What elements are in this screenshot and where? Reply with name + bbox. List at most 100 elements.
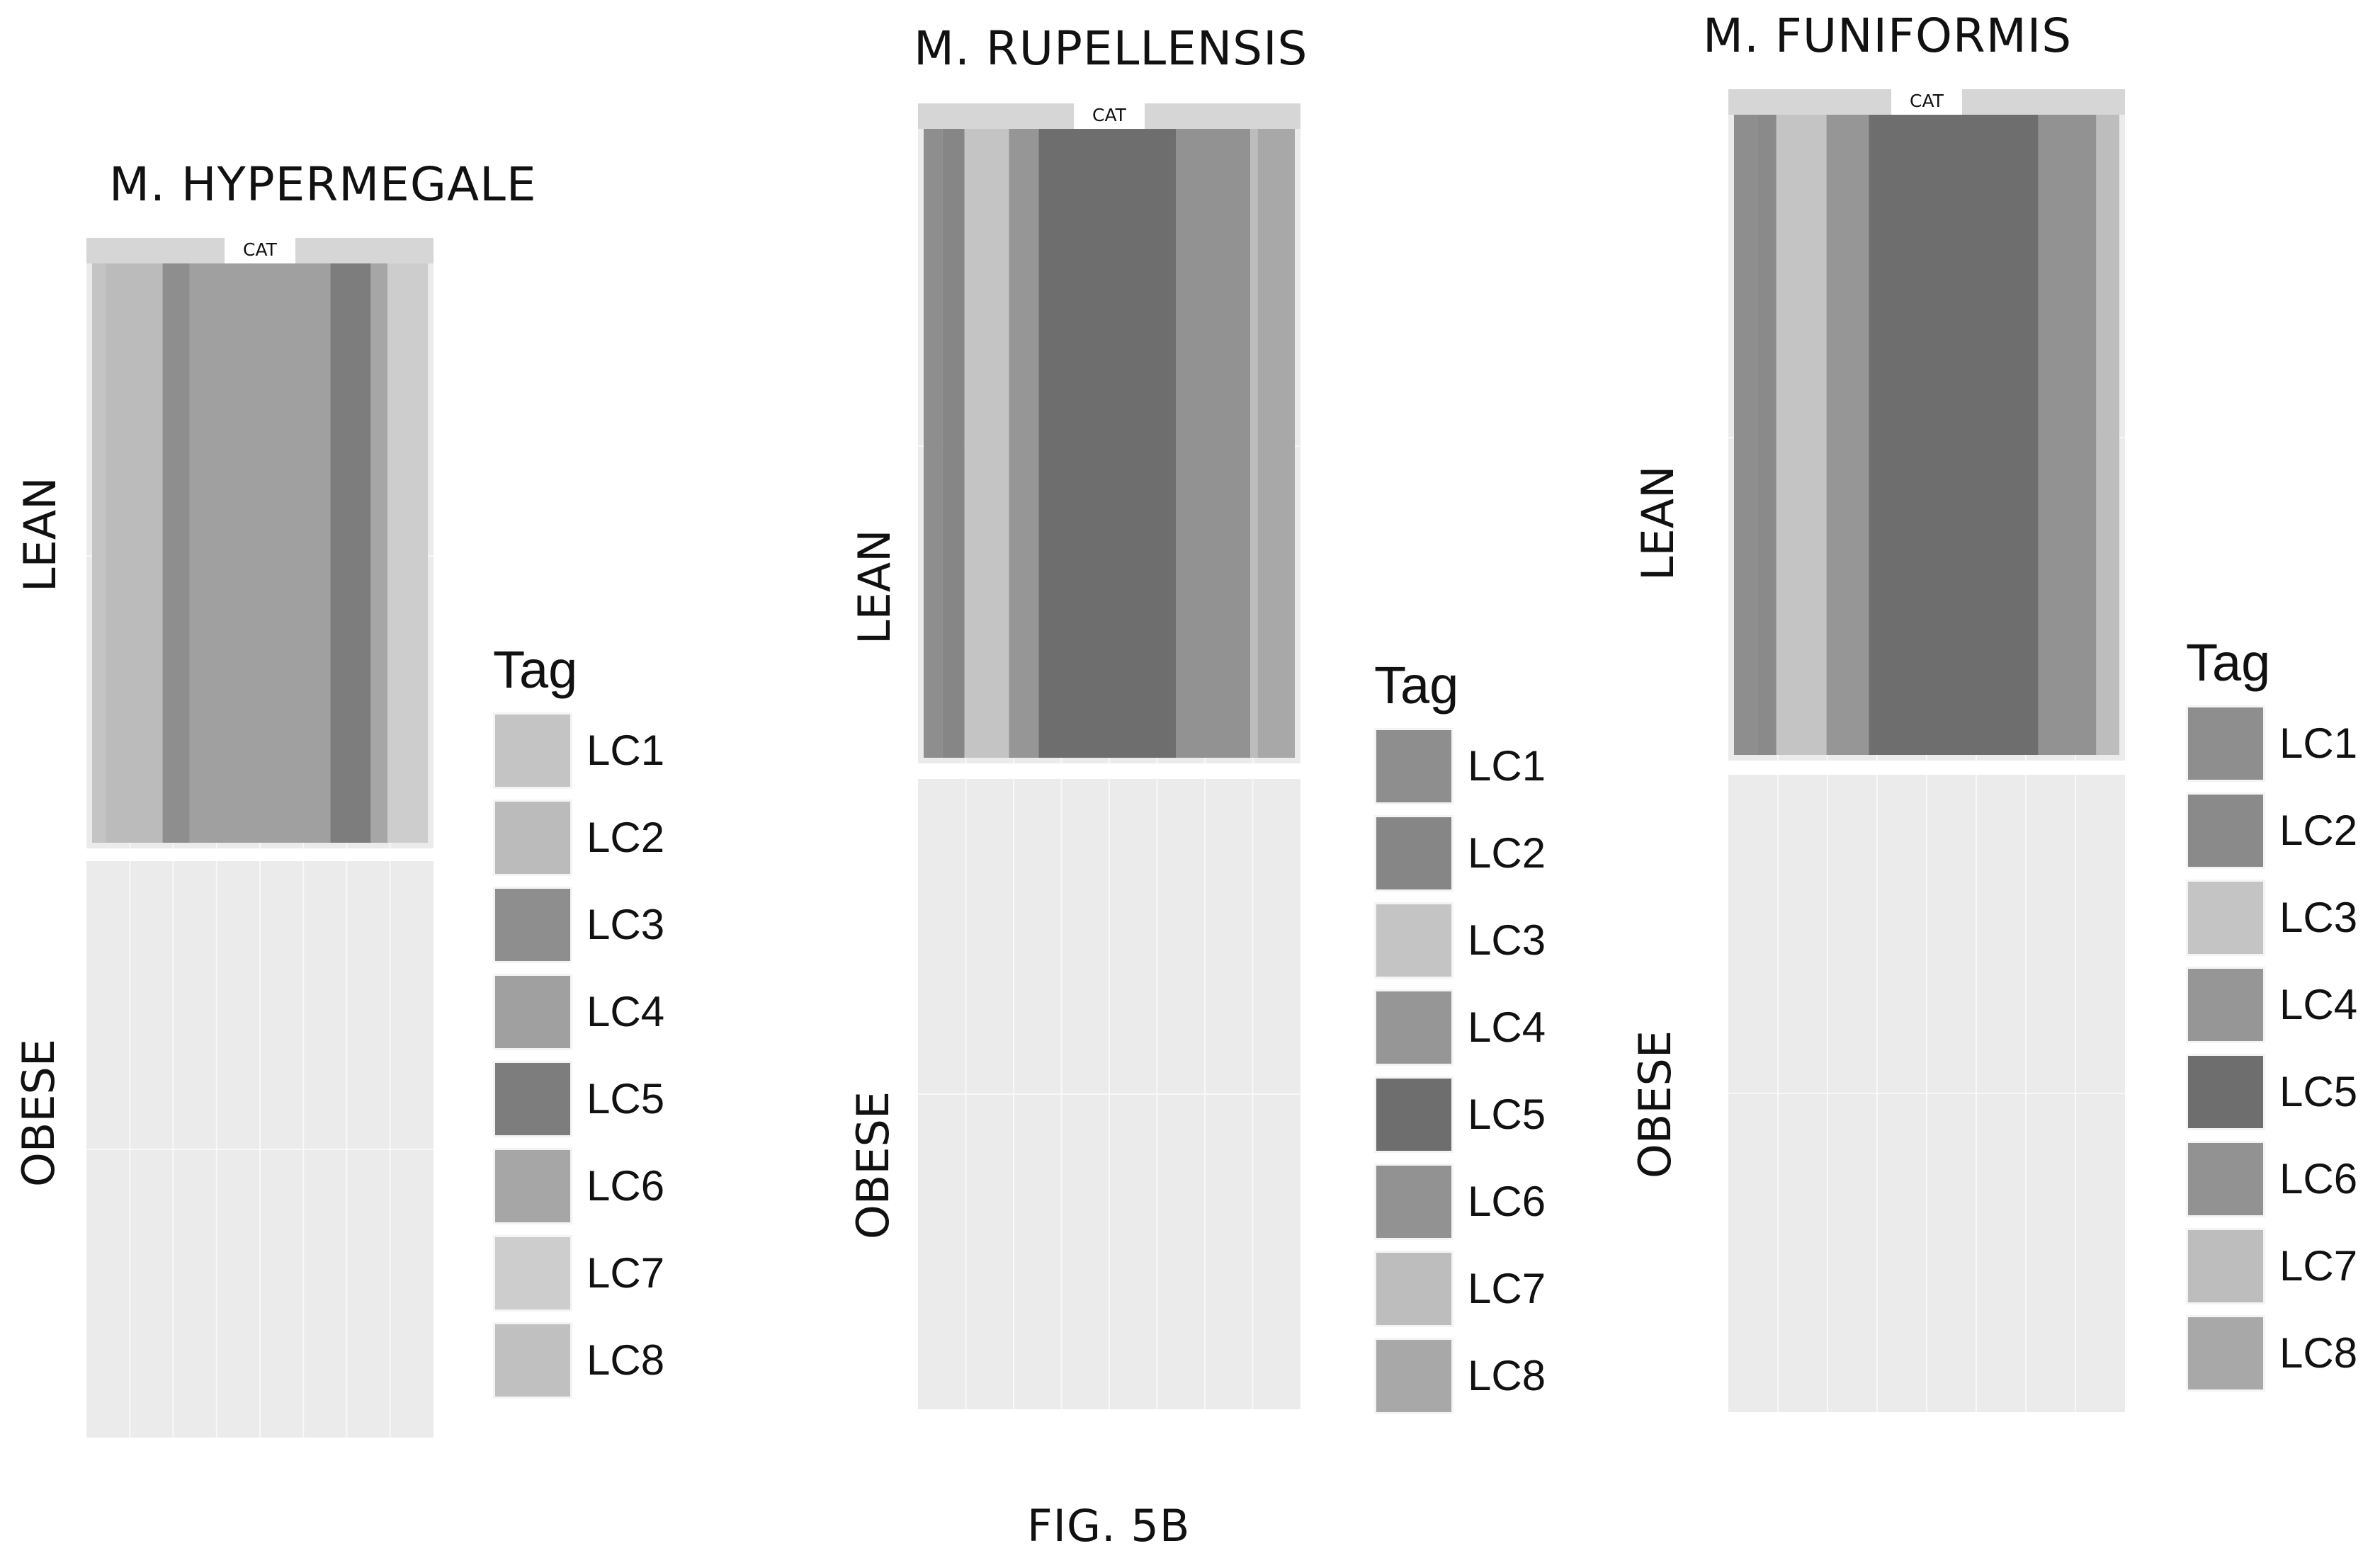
bar-segment-lc1 (92, 263, 106, 843)
legend-item-lc1: LC1 (2186, 700, 2357, 787)
row-label-lean: LEAN (14, 477, 66, 592)
bar-segment-lc7 (387, 263, 428, 843)
facet-strip: CAT (1728, 89, 2125, 115)
legend-swatch (493, 886, 572, 963)
facet-plot (1728, 775, 2125, 1412)
legend: Tag LC1 LC2 LC3 LC4 LC5 LC6 LC7 LC8 (493, 642, 664, 1404)
legend-label: LC6 (1468, 1178, 1546, 1225)
legend-item-lc6: LC6 (2186, 1135, 2357, 1222)
legend-swatch (493, 712, 572, 789)
legend-title: Tag (493, 640, 578, 699)
facet-lean (1728, 115, 2125, 761)
legend-label: LC4 (2279, 981, 2358, 1028)
legend-label: LC7 (586, 1249, 665, 1297)
legend: Tag LC1 LC2 LC3 LC4 LC5 LC6 LC7 LC8 (1374, 657, 1546, 1419)
legend-item-lc2: LC2 (493, 794, 664, 881)
legend-swatch (1374, 727, 1454, 804)
facet-obese (1728, 775, 2125, 1412)
row-label-obese: OBESE (847, 1091, 899, 1239)
legend-item-lc1: LC1 (1374, 722, 1546, 809)
legend-item-lc7: LC7 (1374, 1245, 1546, 1332)
bar-segment-lc3 (1776, 115, 1827, 755)
bar-segment-lc4 (1009, 129, 1039, 758)
facet-lean (918, 129, 1300, 763)
legend-swatch (2186, 1314, 2265, 1392)
legend-label: LC1 (586, 727, 665, 774)
legend-label: LC5 (1468, 1091, 1546, 1138)
legend-swatch (493, 973, 572, 1050)
legend-title: Tag (2186, 633, 2271, 692)
bar-segment-lc5 (1038, 129, 1177, 758)
legend-item-lc1: LC1 (493, 707, 664, 794)
chart-title: M. RUPELLENSIS (914, 21, 1308, 76)
legend-label: LC5 (2279, 1068, 2358, 1115)
legend-swatch (493, 1321, 572, 1399)
bar-segment-lc4 (189, 263, 331, 843)
facet-obese (918, 779, 1300, 1409)
legend: Tag LC1 LC2 LC3 LC4 LC5 LC6 LC7 LC8 (2186, 635, 2357, 1397)
legend-label: LC4 (1468, 1003, 1546, 1051)
legend-swatch (2186, 1053, 2265, 1130)
facet-plot (918, 779, 1300, 1409)
legend-swatch (2186, 1227, 2265, 1304)
bar-segment-lc5 (330, 263, 371, 843)
legend-item-lc4: LC4 (493, 968, 664, 1055)
legend-swatch (2186, 1140, 2265, 1217)
bar-segment-lc6 (1176, 129, 1251, 758)
legend-item-lc6: LC6 (493, 1142, 664, 1229)
figure-caption: FIG. 5B (1027, 1500, 1191, 1552)
bar-segment-lc6 (370, 263, 388, 843)
bar-segment-lc3 (162, 263, 190, 843)
row-label-obese: OBESE (13, 1038, 64, 1187)
legend-item-lc8: LC8 (2186, 1309, 2357, 1397)
legend-items: LC1 LC2 LC3 LC4 LC5 LC6 LC7 LC8 (2186, 700, 2357, 1397)
legend-label: LC7 (2279, 1242, 2358, 1290)
legend-swatch (1374, 1076, 1454, 1153)
legend-item-lc3: LC3 (493, 881, 664, 968)
facet-strip-label: CAT (1074, 103, 1145, 129)
bar-segment-lc8 (1257, 129, 1295, 758)
facet-plot (918, 129, 1300, 763)
legend-item-lc7: LC7 (2186, 1222, 2357, 1309)
legend-label: LC7 (1468, 1265, 1546, 1312)
legend-swatch (493, 1147, 572, 1224)
legend-swatch (1374, 989, 1454, 1066)
legend-label: LC1 (2279, 720, 2358, 767)
facet-obese (86, 861, 434, 1438)
legend-swatch (1374, 814, 1454, 892)
legend-label: LC3 (2279, 894, 2358, 941)
facet-plot (86, 861, 434, 1438)
legend-swatch (2186, 792, 2265, 869)
legend-item-lc2: LC2 (1374, 809, 1546, 897)
legend-item-lc5: LC5 (1374, 1071, 1546, 1158)
legend-item-lc4: LC4 (1374, 984, 1546, 1071)
facet-plot (86, 263, 434, 848)
legend-label: LC3 (586, 901, 665, 948)
legend-swatch (2186, 966, 2265, 1043)
legend-label: LC8 (2279, 1329, 2358, 1377)
row-label-lean: LEAN (1632, 465, 1684, 581)
facet-strip: CAT (86, 238, 434, 263)
bar-segment-lc1 (1734, 115, 1757, 755)
legend-swatch (493, 799, 572, 876)
legend-swatch (493, 1234, 572, 1312)
bar-segment-lc1 (924, 129, 943, 758)
legend-item-lc8: LC8 (493, 1317, 664, 1404)
legend-item-lc3: LC3 (1374, 897, 1546, 984)
legend-swatch (2186, 705, 2265, 782)
legend-label: LC8 (586, 1336, 665, 1384)
legend-swatch (1374, 902, 1454, 979)
legend-item-lc7: LC7 (493, 1229, 664, 1317)
bar-segment-lc4 (1826, 115, 1869, 755)
chart-title: M. FUNIFORMIS (1703, 8, 2073, 63)
facet-strip-label: CAT (225, 238, 295, 263)
facet-lean (86, 263, 434, 848)
bar-segment-lc6 (2038, 115, 2097, 755)
legend-swatch (1374, 1250, 1454, 1327)
legend-label: LC4 (586, 988, 665, 1035)
bar-segment-lc2 (942, 129, 965, 758)
legend-label: LC2 (1468, 829, 1546, 877)
legend-item-lc3: LC3 (2186, 874, 2357, 961)
bar-segment-lc7 (2096, 115, 2119, 755)
legend-swatch (1374, 1163, 1454, 1240)
